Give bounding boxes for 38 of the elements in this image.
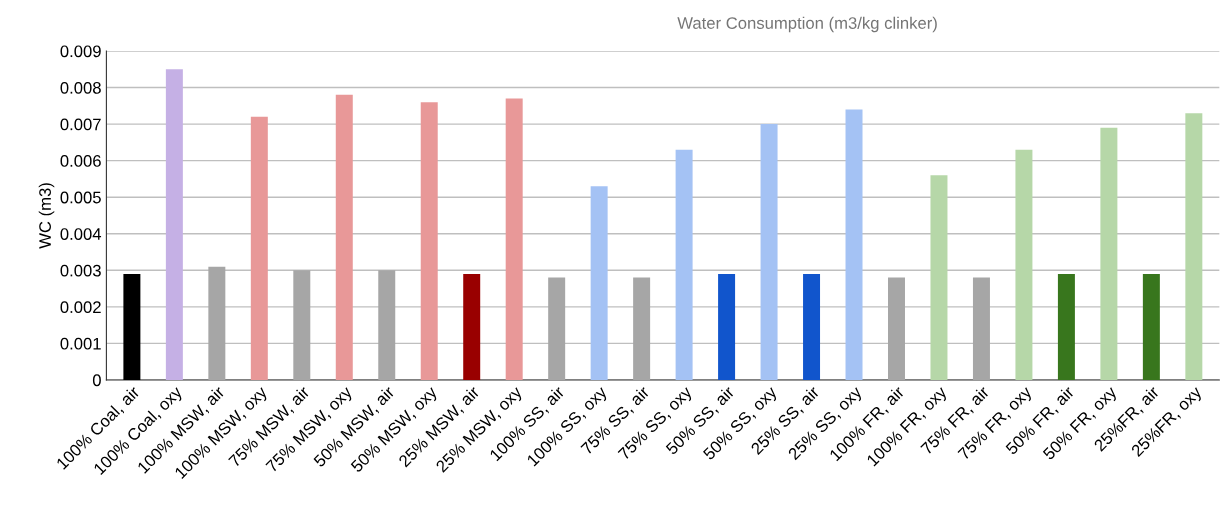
chart-title: Water Consumption (m3/kg clinker) (677, 16, 937, 33)
bar (548, 277, 566, 380)
bar (505, 98, 523, 380)
bar (930, 175, 948, 380)
y-axis-title: WC (m3) (38, 183, 55, 249)
bar (675, 149, 693, 380)
y-tick-label: 0.007 (60, 118, 101, 131)
bar (1057, 273, 1075, 380)
y-tick-label: 0.001 (60, 337, 101, 350)
bar (1100, 127, 1118, 380)
bar (845, 109, 863, 380)
bar (590, 186, 608, 380)
bar (123, 273, 141, 380)
y-tick-label: 0.006 (60, 155, 101, 167)
bar (633, 277, 651, 380)
bar (1015, 149, 1033, 380)
bar (888, 277, 905, 380)
bar (208, 266, 226, 380)
bar (335, 94, 353, 380)
bar (972, 277, 990, 380)
bar (803, 273, 821, 380)
bar (463, 273, 481, 380)
y-tick-label: 0.003 (60, 264, 101, 277)
y-tick-label: 0 (92, 374, 101, 387)
bar (420, 102, 438, 380)
y-tick-label: 0.002 (60, 301, 101, 314)
bar (378, 270, 396, 380)
bar (1185, 113, 1203, 380)
y-tick-label: 0.008 (60, 81, 101, 94)
bar (760, 124, 778, 380)
bar (293, 270, 311, 380)
y-tick-label: 0.005 (60, 191, 101, 204)
y-tick-label: 0.009 (60, 45, 101, 58)
bar (718, 273, 736, 380)
bar (1142, 273, 1160, 380)
bar (250, 116, 268, 380)
y-tick-label: 0.004 (60, 228, 102, 240)
bar (165, 69, 183, 380)
